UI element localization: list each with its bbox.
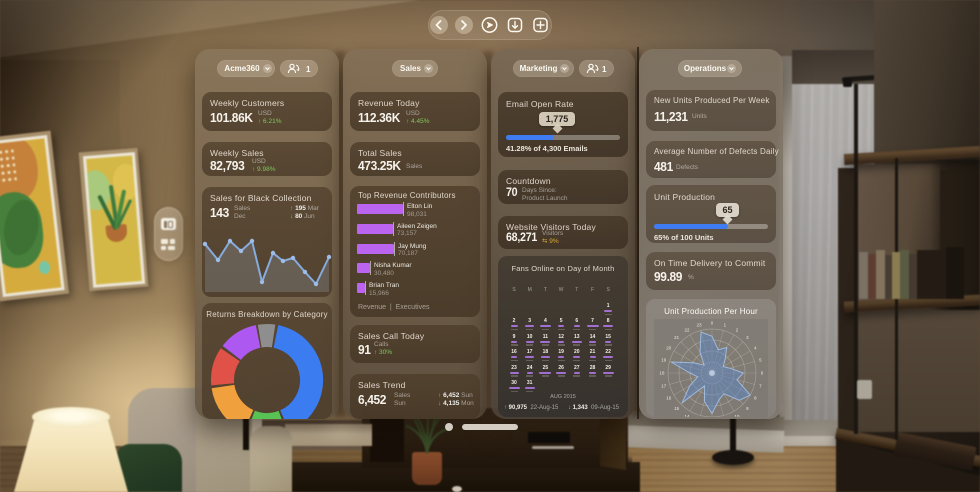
svg-text:2: 2	[736, 327, 739, 332]
svg-text:19: 19	[661, 358, 666, 363]
svg-text:17: 17	[661, 384, 666, 389]
svg-text:8: 8	[754, 396, 757, 401]
svg-text:5: 5	[759, 358, 762, 363]
svg-text:16: 16	[666, 396, 671, 401]
svg-text:9: 9	[746, 406, 749, 411]
svg-text:22: 22	[685, 327, 690, 332]
svg-text:15: 15	[674, 406, 679, 411]
svg-text:10: 10	[735, 414, 740, 417]
svg-text:0: 0	[711, 321, 714, 326]
svg-text:14: 14	[685, 414, 690, 417]
svg-text:23: 23	[697, 322, 702, 327]
svg-text:18: 18	[660, 371, 665, 376]
svg-text:6: 6	[761, 371, 764, 376]
svg-text:20: 20	[666, 346, 671, 351]
svg-text:4: 4	[754, 346, 757, 351]
svg-text:7: 7	[759, 384, 762, 389]
svg-text:21: 21	[674, 335, 679, 340]
svg-text:3: 3	[746, 335, 749, 340]
svg-text:1: 1	[724, 322, 727, 327]
